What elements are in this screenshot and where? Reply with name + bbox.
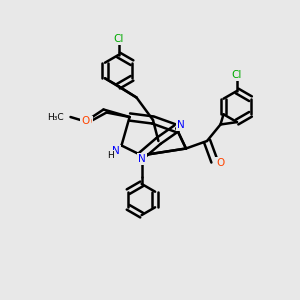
Text: Cl: Cl — [232, 70, 242, 80]
Text: N: N — [138, 154, 146, 164]
Text: N: N — [112, 146, 120, 156]
Text: H₃C: H₃C — [47, 112, 64, 122]
Text: N: N — [177, 120, 185, 130]
Text: O: O — [216, 158, 225, 168]
Text: O: O — [84, 117, 92, 128]
Text: H: H — [108, 151, 114, 160]
Text: O: O — [81, 116, 90, 127]
Text: Cl: Cl — [113, 34, 124, 44]
